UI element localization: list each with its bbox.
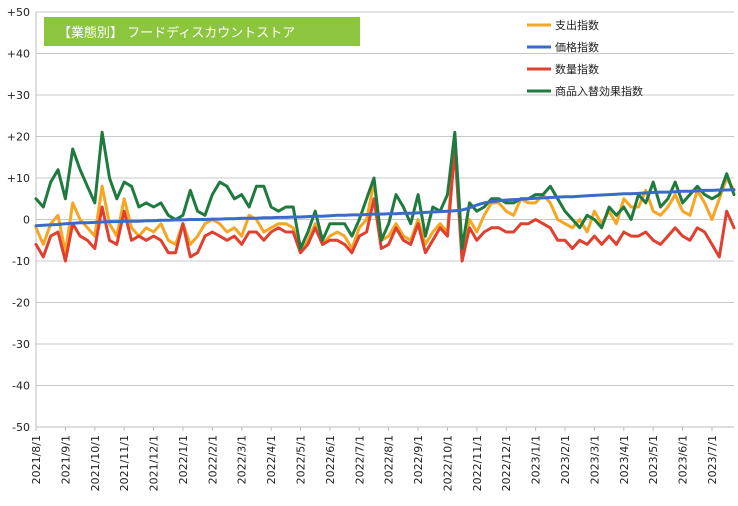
y-axis-ticks: +50 +40 +30 +20 +10 0 -10 -20 -30 -40 -50 xyxy=(7,6,30,434)
x-tick-label: 2021/12/1 xyxy=(148,435,161,491)
y-tick-label: +10 xyxy=(7,172,30,185)
y-tick-label: -50 xyxy=(12,421,30,434)
x-tick-label: 2023/1/1 xyxy=(530,435,543,484)
x-tick-label: 2022/8/1 xyxy=(383,435,396,484)
y-tick-label: +40 xyxy=(7,48,30,61)
series-line-2 xyxy=(34,147,736,263)
chart-title-badge: 【業態別】 フードディスカウントストア xyxy=(44,17,360,46)
x-tick-label: 2021/9/1 xyxy=(59,435,72,484)
gridlines xyxy=(35,11,734,428)
x-tick-label: 2022/10/1 xyxy=(441,435,454,491)
y-tick-label: +20 xyxy=(7,131,30,144)
y-tick-label: -10 xyxy=(12,255,30,268)
y-tick-label: +30 xyxy=(7,89,30,102)
x-tick-label: 2022/9/1 xyxy=(412,435,425,484)
legend-label: 商品入替効果指数 xyxy=(555,84,643,98)
x-tick-label: 2022/11/1 xyxy=(471,435,484,491)
y-tick-label: +50 xyxy=(7,6,30,19)
legend-label: 価格指数 xyxy=(555,40,599,54)
x-tick-label: 2022/5/1 xyxy=(295,435,308,484)
y-tick-label: -30 xyxy=(12,338,30,351)
x-tick-label: 2023/6/1 xyxy=(677,435,690,484)
x-tick-label: 2022/12/1 xyxy=(500,435,513,491)
x-tick-label: 2022/6/1 xyxy=(324,435,337,484)
x-tick-label: 2023/4/1 xyxy=(618,435,631,484)
x-tick-label: 2023/5/1 xyxy=(647,435,660,484)
x-tick-label: 2023/3/1 xyxy=(588,435,601,484)
x-tick-label: 2022/2/1 xyxy=(206,435,219,484)
x-tick-label: 2022/3/1 xyxy=(236,435,249,484)
legend-label: 支出指数 xyxy=(555,18,599,32)
chart-title: 【業態別】 フードディスカウントストア xyxy=(58,25,295,41)
series-line-0 xyxy=(34,135,736,259)
series-line-3 xyxy=(34,130,736,250)
x-tick-label: 2022/4/1 xyxy=(265,435,278,484)
x-tick-label: 2023/2/1 xyxy=(559,435,572,484)
x-axis-ticks: 2021/8/1 2021/9/1 2021/10/1 2021/11/1 2021/1… xyxy=(30,427,719,491)
y-tick-label: 0 xyxy=(23,214,30,227)
y-tick-label: -20 xyxy=(12,297,30,310)
title-badge-bg xyxy=(44,17,360,46)
y-tick-label: -40 xyxy=(12,380,30,393)
series-lines xyxy=(34,130,736,263)
x-tick-label: 2021/10/1 xyxy=(89,435,102,491)
x-tick-label: 2022/1/1 xyxy=(177,435,190,484)
legend-label: 数量指数 xyxy=(555,62,599,76)
x-tick-label: 2021/8/1 xyxy=(30,435,43,484)
series-line-1 xyxy=(34,188,736,228)
x-tick-label: 2021/11/1 xyxy=(118,435,131,491)
x-tick-label: 2023/7/1 xyxy=(706,435,719,484)
x-tick-label: 2022/7/1 xyxy=(353,435,366,484)
